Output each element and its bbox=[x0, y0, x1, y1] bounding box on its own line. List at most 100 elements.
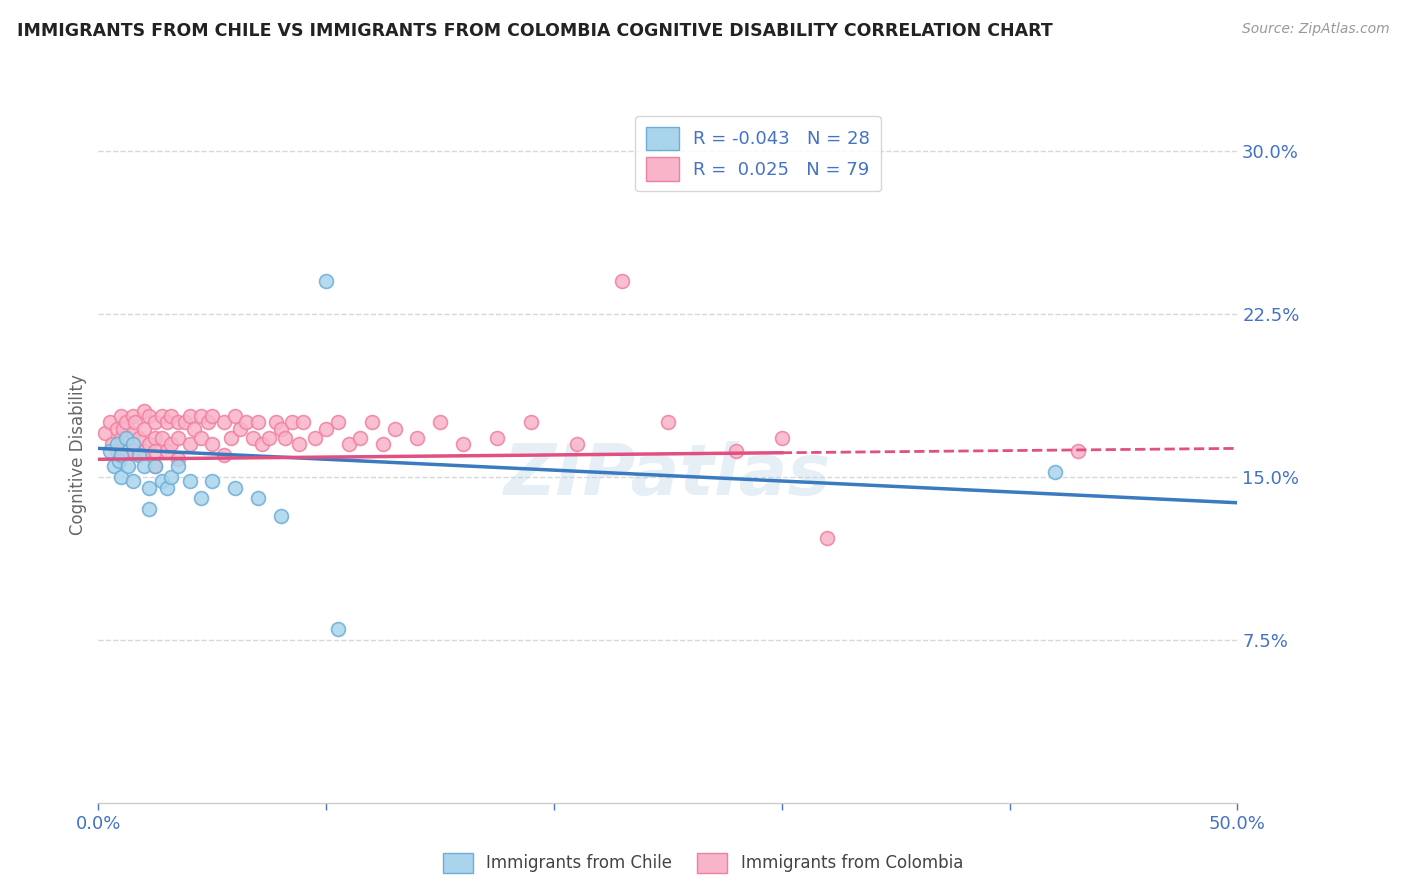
Point bbox=[112, 422, 135, 436]
Point bbox=[270, 508, 292, 523]
Point bbox=[565, 437, 588, 451]
Point bbox=[101, 437, 124, 451]
Y-axis label: Cognitive Disability: Cognitive Disability bbox=[69, 375, 87, 535]
Point bbox=[246, 415, 269, 429]
Point bbox=[612, 274, 634, 288]
Point bbox=[150, 474, 173, 488]
Point bbox=[304, 430, 326, 444]
Point bbox=[371, 437, 394, 451]
Point bbox=[132, 458, 155, 473]
Point bbox=[224, 409, 246, 423]
Legend: R = -0.043   N = 28, R =  0.025   N = 79: R = -0.043 N = 28, R = 0.025 N = 79 bbox=[636, 116, 882, 192]
Point bbox=[145, 415, 167, 429]
Point bbox=[145, 443, 167, 458]
Point bbox=[1067, 443, 1090, 458]
Point bbox=[201, 437, 224, 451]
Point bbox=[132, 443, 155, 458]
Point bbox=[117, 458, 139, 473]
Point bbox=[259, 430, 281, 444]
Point bbox=[117, 443, 139, 458]
Point bbox=[235, 415, 257, 429]
Text: Source: ZipAtlas.com: Source: ZipAtlas.com bbox=[1241, 22, 1389, 37]
Point bbox=[201, 474, 224, 488]
Point bbox=[121, 426, 143, 441]
Point bbox=[98, 443, 121, 458]
Point bbox=[94, 426, 117, 441]
Point bbox=[183, 422, 205, 436]
Point bbox=[121, 409, 143, 423]
Point bbox=[114, 430, 136, 444]
Point bbox=[150, 409, 173, 423]
Point bbox=[138, 481, 160, 495]
Point bbox=[179, 474, 201, 488]
Point bbox=[145, 458, 167, 473]
Point bbox=[103, 458, 125, 473]
Point bbox=[429, 415, 451, 429]
Point bbox=[167, 430, 190, 444]
Point bbox=[246, 491, 269, 506]
Point bbox=[132, 422, 155, 436]
Point bbox=[281, 415, 304, 429]
Point bbox=[174, 415, 197, 429]
Point bbox=[770, 430, 793, 444]
Point bbox=[725, 443, 748, 458]
Point bbox=[145, 430, 167, 444]
Point bbox=[326, 622, 349, 636]
Point bbox=[160, 469, 183, 483]
Point bbox=[274, 430, 297, 444]
Point bbox=[145, 458, 167, 473]
Point bbox=[315, 422, 337, 436]
Point bbox=[212, 415, 235, 429]
Point bbox=[105, 422, 128, 436]
Point bbox=[114, 415, 136, 429]
Point bbox=[156, 415, 179, 429]
Point bbox=[156, 481, 179, 495]
Point bbox=[138, 502, 160, 516]
Point bbox=[337, 437, 360, 451]
Point bbox=[815, 531, 838, 545]
Point bbox=[292, 415, 315, 429]
Point bbox=[179, 437, 201, 451]
Point bbox=[384, 422, 406, 436]
Point bbox=[270, 422, 292, 436]
Point bbox=[105, 437, 128, 451]
Point bbox=[121, 437, 143, 451]
Point bbox=[121, 443, 143, 458]
Point bbox=[160, 409, 183, 423]
Point bbox=[121, 474, 143, 488]
Point bbox=[228, 422, 250, 436]
Text: IMMIGRANTS FROM CHILE VS IMMIGRANTS FROM COLOMBIA COGNITIVE DISABILITY CORRELATI: IMMIGRANTS FROM CHILE VS IMMIGRANTS FROM… bbox=[17, 22, 1053, 40]
Point bbox=[108, 454, 131, 468]
Point bbox=[98, 415, 121, 429]
Point bbox=[406, 430, 429, 444]
Point bbox=[167, 415, 190, 429]
Point bbox=[242, 430, 264, 444]
Point bbox=[212, 448, 235, 462]
Point bbox=[124, 415, 146, 429]
Point bbox=[190, 491, 212, 506]
Point bbox=[167, 452, 190, 467]
Point bbox=[451, 437, 474, 451]
Point bbox=[315, 274, 337, 288]
Legend: Immigrants from Chile, Immigrants from Colombia: Immigrants from Chile, Immigrants from C… bbox=[436, 847, 970, 880]
Point bbox=[349, 430, 371, 444]
Point bbox=[252, 437, 274, 451]
Point bbox=[520, 415, 543, 429]
Point bbox=[224, 481, 246, 495]
Point bbox=[138, 409, 160, 423]
Point bbox=[138, 437, 160, 451]
Point bbox=[1043, 466, 1066, 480]
Point bbox=[160, 437, 183, 451]
Point bbox=[110, 469, 132, 483]
Point bbox=[179, 409, 201, 423]
Point bbox=[110, 430, 132, 444]
Point bbox=[360, 415, 382, 429]
Point bbox=[156, 443, 179, 458]
Text: ZIPatlas: ZIPatlas bbox=[505, 442, 831, 510]
Point bbox=[167, 458, 190, 473]
Point bbox=[128, 430, 150, 444]
Point bbox=[190, 430, 212, 444]
Point bbox=[132, 404, 155, 418]
Point bbox=[657, 415, 679, 429]
Point bbox=[264, 415, 287, 429]
